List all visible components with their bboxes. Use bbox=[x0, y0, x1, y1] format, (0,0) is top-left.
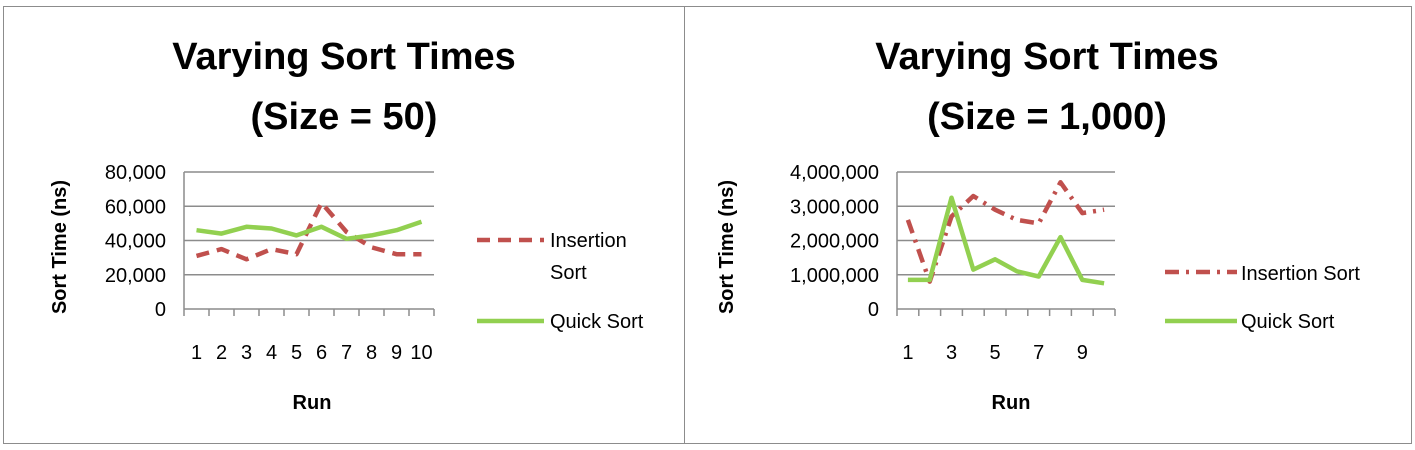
y-tick-label: 3,000,000 bbox=[790, 196, 879, 218]
x-tick-label: 7 bbox=[341, 342, 352, 364]
chart-panel-size-50: Varying Sort Times (Size = 50) 80,000 60,00… bbox=[3, 6, 686, 444]
chart-title-line: Varying Sort Times bbox=[172, 36, 516, 78]
legend-label: Quick Sort bbox=[550, 311, 644, 333]
x-tick-label: 3 bbox=[946, 342, 957, 364]
series-line-1 bbox=[907, 195, 1105, 286]
chart-svg: Varying Sort Times (Size = 50) 80,000 60,00… bbox=[49, 36, 644, 414]
y-tick-label: 4,000,000 bbox=[790, 162, 879, 184]
x-tick-label: 8 bbox=[366, 342, 377, 364]
y-tick-label: 0 bbox=[155, 299, 166, 321]
legend-label: Insertion bbox=[550, 230, 627, 252]
chart-title-line: (Size = 1,000) bbox=[927, 96, 1167, 138]
chart-title-line: Varying Sort Times bbox=[875, 36, 1219, 78]
legend-label: Sort bbox=[550, 262, 587, 284]
y-tick-label: 40,000 bbox=[105, 231, 166, 253]
y-axis-label: Sort Time (ns) bbox=[49, 180, 71, 314]
x-tick-label: 6 bbox=[316, 342, 327, 364]
x-tick-label: 9 bbox=[1077, 342, 1088, 364]
chart-title-line: (Size = 50) bbox=[251, 96, 438, 138]
legend-label: Quick Sort bbox=[1241, 311, 1335, 333]
chart-svg: Varying Sort Times (Size = 1,000) 4,000,00… bbox=[716, 36, 1360, 414]
y-tick-label: 80,000 bbox=[105, 162, 166, 184]
chart-panel-size-1000: Varying Sort Times (Size = 1,000) 4,000,00… bbox=[684, 6, 1412, 444]
x-tick-label: 1 bbox=[902, 342, 913, 364]
x-tick-label: 1 bbox=[191, 342, 202, 364]
y-tick-label: 20,000 bbox=[105, 265, 166, 287]
x-tick-label: 7 bbox=[1033, 342, 1044, 364]
legend-label: Insertion Sort bbox=[1241, 263, 1360, 285]
x-tick-label: 2 bbox=[216, 342, 227, 364]
x-axis-label: Run bbox=[293, 392, 332, 414]
y-tick-label: 0 bbox=[868, 299, 879, 321]
y-tick-label: 60,000 bbox=[105, 196, 166, 218]
x-axis-label: Run bbox=[992, 392, 1031, 414]
x-tick-label: 5 bbox=[291, 342, 302, 364]
y-tick-label: 2,000,000 bbox=[790, 231, 879, 253]
series-line-1 bbox=[196, 219, 423, 242]
x-tick-label: 4 bbox=[266, 342, 277, 364]
y-tick-label: 1,000,000 bbox=[790, 265, 879, 287]
series-line-0 bbox=[905, 180, 1105, 284]
x-tick-label: 5 bbox=[990, 342, 1001, 364]
series-line-0 bbox=[195, 200, 422, 262]
x-tick-label: 10 bbox=[410, 342, 432, 364]
x-tick-label: 3 bbox=[241, 342, 252, 364]
y-axis-label: Sort Time (ns) bbox=[716, 180, 738, 314]
x-tick-label: 9 bbox=[391, 342, 402, 364]
